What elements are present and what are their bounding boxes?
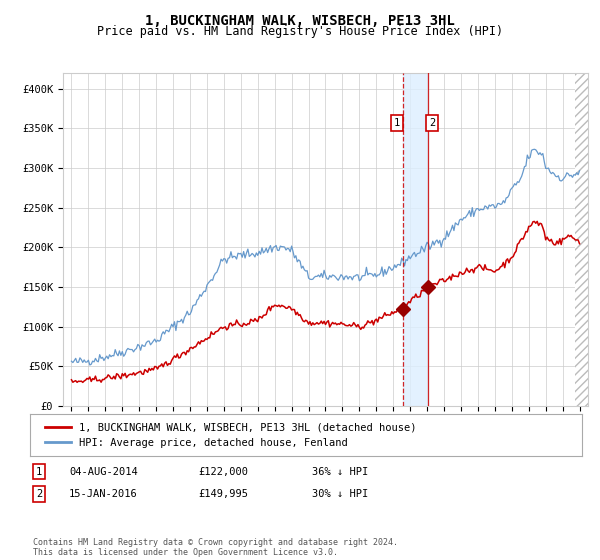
Text: 2: 2: [429, 118, 435, 128]
Bar: [403, 73, 428, 406]
Text: 1: 1: [394, 118, 400, 128]
Text: Price paid vs. HM Land Registry's House Price Index (HPI): Price paid vs. HM Land Registry's House …: [97, 25, 503, 38]
Text: 04-AUG-2014: 04-AUG-2014: [69, 466, 138, 477]
Text: 30% ↓ HPI: 30% ↓ HPI: [312, 489, 368, 499]
Bar: [575, 73, 588, 406]
Text: £149,995: £149,995: [198, 489, 248, 499]
Text: 15-JAN-2016: 15-JAN-2016: [69, 489, 138, 499]
Text: 2: 2: [36, 489, 42, 499]
Text: £122,000: £122,000: [198, 466, 248, 477]
Text: 36% ↓ HPI: 36% ↓ HPI: [312, 466, 368, 477]
Text: 1, BUCKINGHAM WALK, WISBECH, PE13 3HL: 1, BUCKINGHAM WALK, WISBECH, PE13 3HL: [145, 14, 455, 28]
Text: Contains HM Land Registry data © Crown copyright and database right 2024.
This d: Contains HM Land Registry data © Crown c…: [33, 538, 398, 557]
Legend: 1, BUCKINGHAM WALK, WISBECH, PE13 3HL (detached house), HPI: Average price, deta: 1, BUCKINGHAM WALK, WISBECH, PE13 3HL (d…: [41, 419, 421, 452]
Text: 1: 1: [36, 466, 42, 477]
